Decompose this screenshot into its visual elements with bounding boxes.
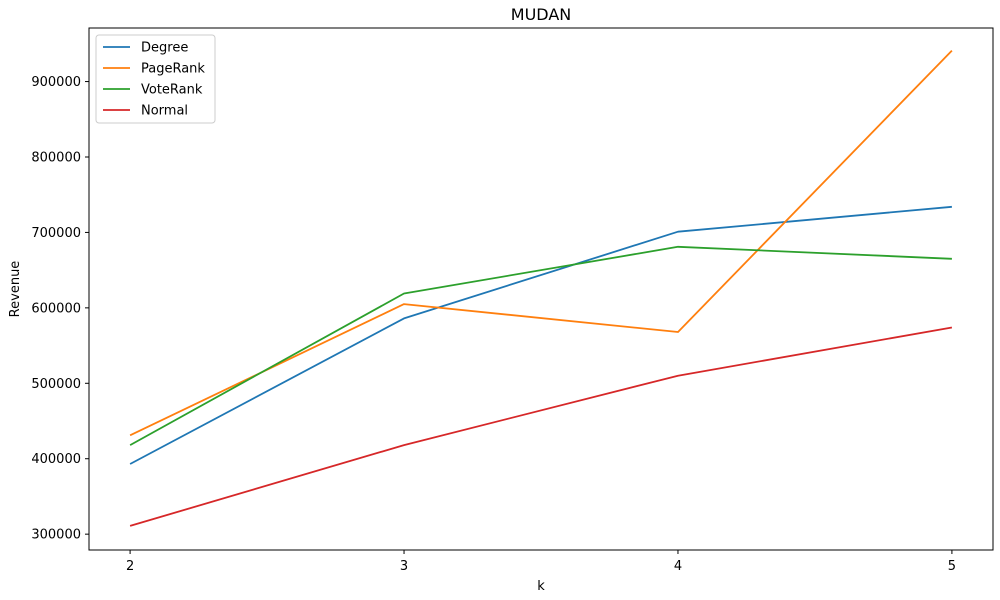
x-tick-label: 4 bbox=[674, 559, 682, 574]
series-layer bbox=[129, 49, 953, 527]
legend-label-pagerank: PageRank bbox=[141, 62, 205, 77]
y-tick-label: 600000 bbox=[31, 301, 81, 316]
legend-label-degree: Degree bbox=[141, 41, 188, 56]
plot-frame bbox=[88, 27, 994, 551]
x-axis-label: k bbox=[537, 579, 545, 594]
legend-box bbox=[95, 34, 216, 124]
y-tick-label: 700000 bbox=[31, 226, 81, 241]
y-axis-label: Revenue bbox=[8, 261, 23, 318]
series-line-degree bbox=[129, 205, 952, 465]
chart-title: MUDAN bbox=[511, 5, 571, 24]
y-tick-label: 500000 bbox=[31, 377, 81, 392]
y-axis-ticks: 300000 400000 500000 600000 700000 800000 9000… bbox=[31, 75, 89, 543]
x-tick-label: 2 bbox=[126, 559, 134, 574]
y-tick-label: 300000 bbox=[31, 528, 81, 543]
legend-label-voterank: VoteRank bbox=[141, 83, 203, 98]
y-tick-label: 900000 bbox=[31, 75, 81, 90]
y-tick-label: 400000 bbox=[31, 452, 81, 467]
x-tick-label: 5 bbox=[948, 559, 956, 574]
x-tick-label: 3 bbox=[400, 559, 408, 574]
legend: Degree PageRank VoteRank Normal bbox=[95, 34, 216, 124]
series-line-normal bbox=[129, 326, 953, 527]
y-tick-label: 800000 bbox=[31, 150, 81, 165]
series-line-voterank bbox=[129, 245, 952, 446]
legend-label-normal: Normal bbox=[141, 104, 188, 119]
x-axis-ticks: 2 3 4 5 bbox=[126, 550, 956, 574]
